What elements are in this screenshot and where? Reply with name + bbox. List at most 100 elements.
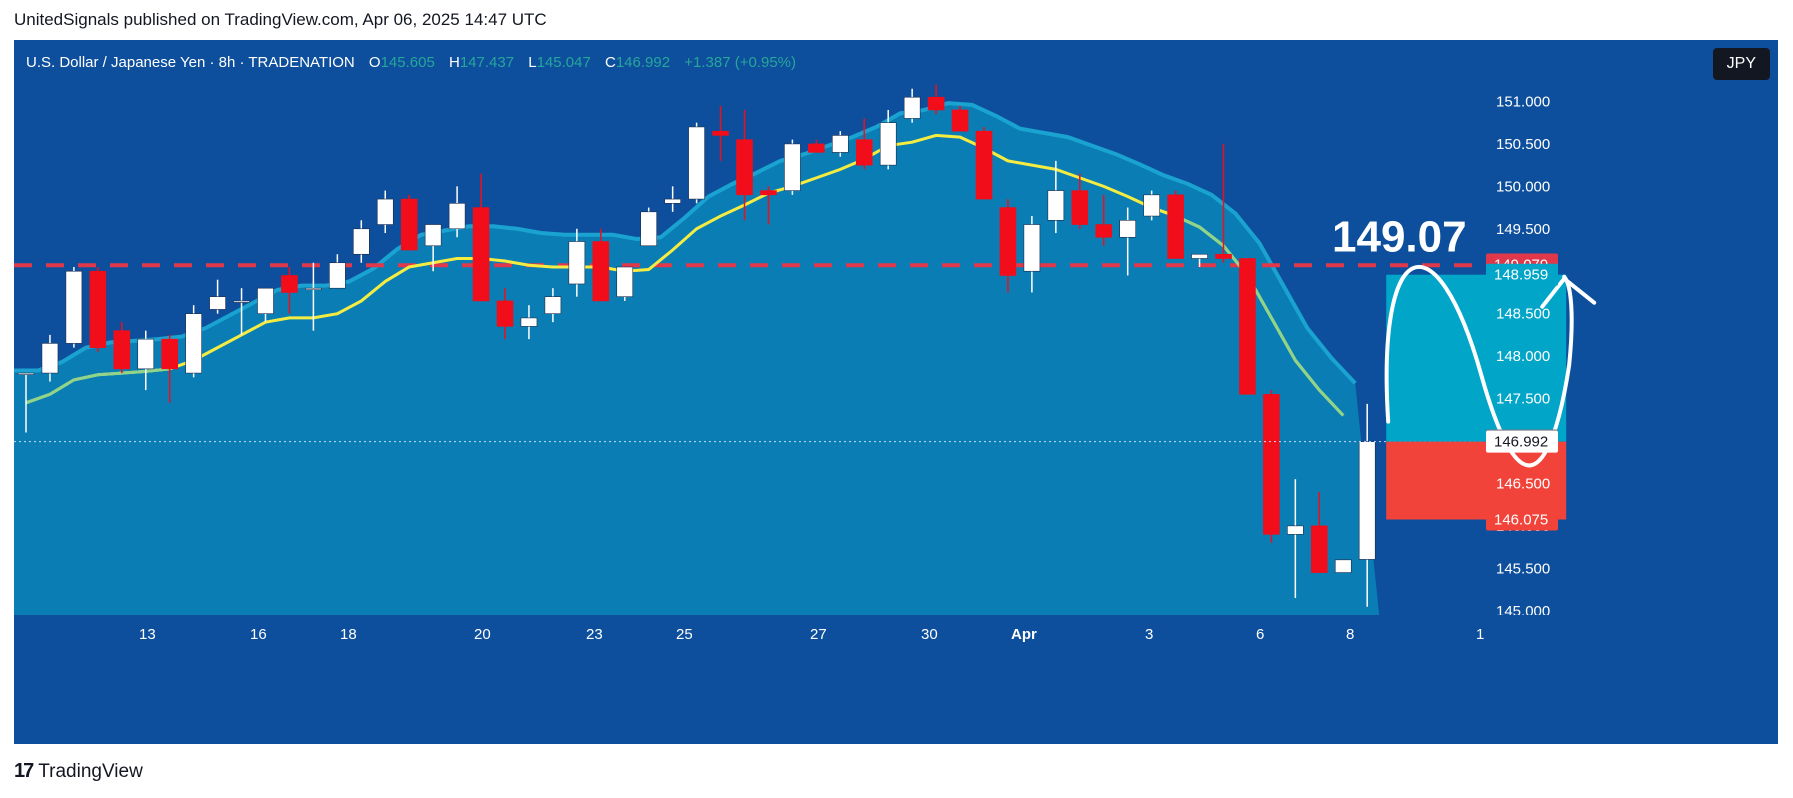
candle-body[interactable] xyxy=(999,207,1017,276)
candle-body[interactable] xyxy=(736,139,753,196)
x-tick-label: 27 xyxy=(810,626,827,643)
candle-body[interactable] xyxy=(233,300,250,303)
low-value: 145.047 xyxy=(536,54,591,71)
candle-body[interactable] xyxy=(712,130,729,136)
candle-body[interactable] xyxy=(496,300,514,327)
candle-body[interactable] xyxy=(760,190,777,196)
close-value: 146.992 xyxy=(615,54,671,71)
candle-body[interactable] xyxy=(1334,559,1352,573)
x-tick-label: 13 xyxy=(139,626,156,643)
candle-body[interactable] xyxy=(1358,441,1376,560)
candle-body[interactable] xyxy=(664,198,681,204)
candle-body[interactable] xyxy=(1191,253,1208,259)
candle-body[interactable] xyxy=(784,143,801,191)
candle-body[interactable] xyxy=(688,126,705,200)
candle-body[interactable] xyxy=(329,262,346,289)
candle-body[interactable] xyxy=(1119,219,1136,238)
footer-brand: 17 TradingView xyxy=(14,760,143,783)
candle-body[interactable] xyxy=(1263,394,1280,535)
price-tag-label: 146.075 xyxy=(1494,512,1548,529)
candle-body[interactable] xyxy=(89,270,107,348)
high-value: 147.437 xyxy=(459,54,515,71)
candle-body[interactable] xyxy=(592,241,610,302)
y-tick-label: 148.000 xyxy=(1496,348,1550,365)
publish-header: UnitedSignals published on TradingView.c… xyxy=(14,10,547,29)
x-tick-label: 1 xyxy=(1476,626,1484,643)
candle-body[interactable] xyxy=(1095,224,1113,238)
candle-body[interactable] xyxy=(1239,258,1256,395)
x-tick-label: 6 xyxy=(1256,626,1264,643)
candle-body[interactable] xyxy=(305,287,322,291)
candle-body[interactable] xyxy=(376,198,394,225)
candle-body[interactable] xyxy=(1023,224,1041,272)
candle-body[interactable] xyxy=(903,96,921,119)
x-tick-label: 18 xyxy=(340,626,357,643)
price-tag xyxy=(1486,430,1558,453)
x-tick-label: 23 xyxy=(586,626,603,643)
x-tick-label: 30 xyxy=(921,626,938,643)
candle-body[interactable] xyxy=(568,241,586,285)
x-tick-label: 25 xyxy=(676,626,693,643)
candle-body[interactable] xyxy=(161,338,178,370)
candle-body[interactable] xyxy=(424,224,442,247)
candle-body[interactable] xyxy=(1215,253,1232,259)
ma-fast-line xyxy=(25,133,1345,417)
candle-body[interactable] xyxy=(281,275,298,293)
tradingview-logo-icon: 17 xyxy=(14,760,34,782)
candle-body[interactable] xyxy=(400,198,418,251)
candle-body[interactable] xyxy=(808,143,825,153)
candle-body[interactable] xyxy=(855,139,873,166)
candle-body[interactable] xyxy=(113,330,131,370)
candle-body[interactable] xyxy=(975,130,993,200)
high-label: H xyxy=(449,54,460,71)
candle-body[interactable] xyxy=(831,135,849,153)
y-tick-label: 149.500 xyxy=(1496,221,1550,238)
projection-arrow-icon xyxy=(1540,276,1597,309)
candle-body[interactable] xyxy=(352,228,370,255)
y-tick-label: 151.000 xyxy=(1496,93,1550,110)
candle-body[interactable] xyxy=(185,313,202,374)
candle-body[interactable] xyxy=(1311,525,1328,573)
candle-body[interactable] xyxy=(520,317,538,327)
price-tag xyxy=(1486,263,1558,286)
candle-body[interactable] xyxy=(951,109,969,132)
candle-body[interactable] xyxy=(640,211,658,247)
y-tick-label: 150.000 xyxy=(1496,178,1550,195)
symbol-legend: U.S. Dollar / Japanese Yen · 8h · TRADEN… xyxy=(26,54,796,71)
candle-body[interactable] xyxy=(448,203,466,230)
candle-body[interactable] xyxy=(927,96,945,111)
candle-body[interactable] xyxy=(1143,194,1160,217)
candle-body[interactable] xyxy=(616,266,634,297)
candlestick-chart[interactable]: 149.07151.000150.500150.000149.500149.00… xyxy=(14,40,1778,744)
candle-body[interactable] xyxy=(879,122,897,166)
ma-slow-line xyxy=(14,101,1357,385)
price-tag xyxy=(1486,508,1558,531)
candle-body[interactable] xyxy=(1167,194,1184,259)
y-tick-label: 146.500 xyxy=(1496,475,1550,492)
candle-body[interactable] xyxy=(65,270,83,344)
symbol-name: U.S. Dollar / Japanese Yen · 8h · TRADEN… xyxy=(26,54,355,71)
candle-body[interactable] xyxy=(209,296,226,310)
candle-body[interactable] xyxy=(137,338,155,370)
y-tick-label: 145.500 xyxy=(1496,560,1550,577)
x-tick-label: 8 xyxy=(1346,626,1354,643)
candle-body[interactable] xyxy=(1287,525,1304,535)
open-label: O xyxy=(368,54,381,71)
price-tag-label: 146.992 xyxy=(1494,434,1548,451)
chart-panel[interactable]: 149.07151.000150.500150.000149.500149.00… xyxy=(14,40,1778,744)
y-tick-label: 150.500 xyxy=(1496,136,1550,153)
candle-body[interactable] xyxy=(17,372,35,375)
candle-body[interactable] xyxy=(257,287,274,314)
candle-body[interactable] xyxy=(1071,190,1089,225)
currency-button[interactable]: JPY xyxy=(1712,48,1770,80)
candle-body[interactable] xyxy=(1047,190,1065,221)
candle-body[interactable] xyxy=(544,296,562,314)
change-value: +1.387 (+0.95%) xyxy=(684,54,796,71)
y-tick-label: 147.500 xyxy=(1496,391,1550,408)
time-axis-band xyxy=(14,615,1778,744)
stop-zone[interactable] xyxy=(1386,441,1567,520)
candle-body[interactable] xyxy=(472,207,490,302)
candle-body[interactable] xyxy=(41,343,59,374)
footer-brand-name: TradingView xyxy=(38,760,143,782)
open-value: 145.605 xyxy=(380,54,435,71)
